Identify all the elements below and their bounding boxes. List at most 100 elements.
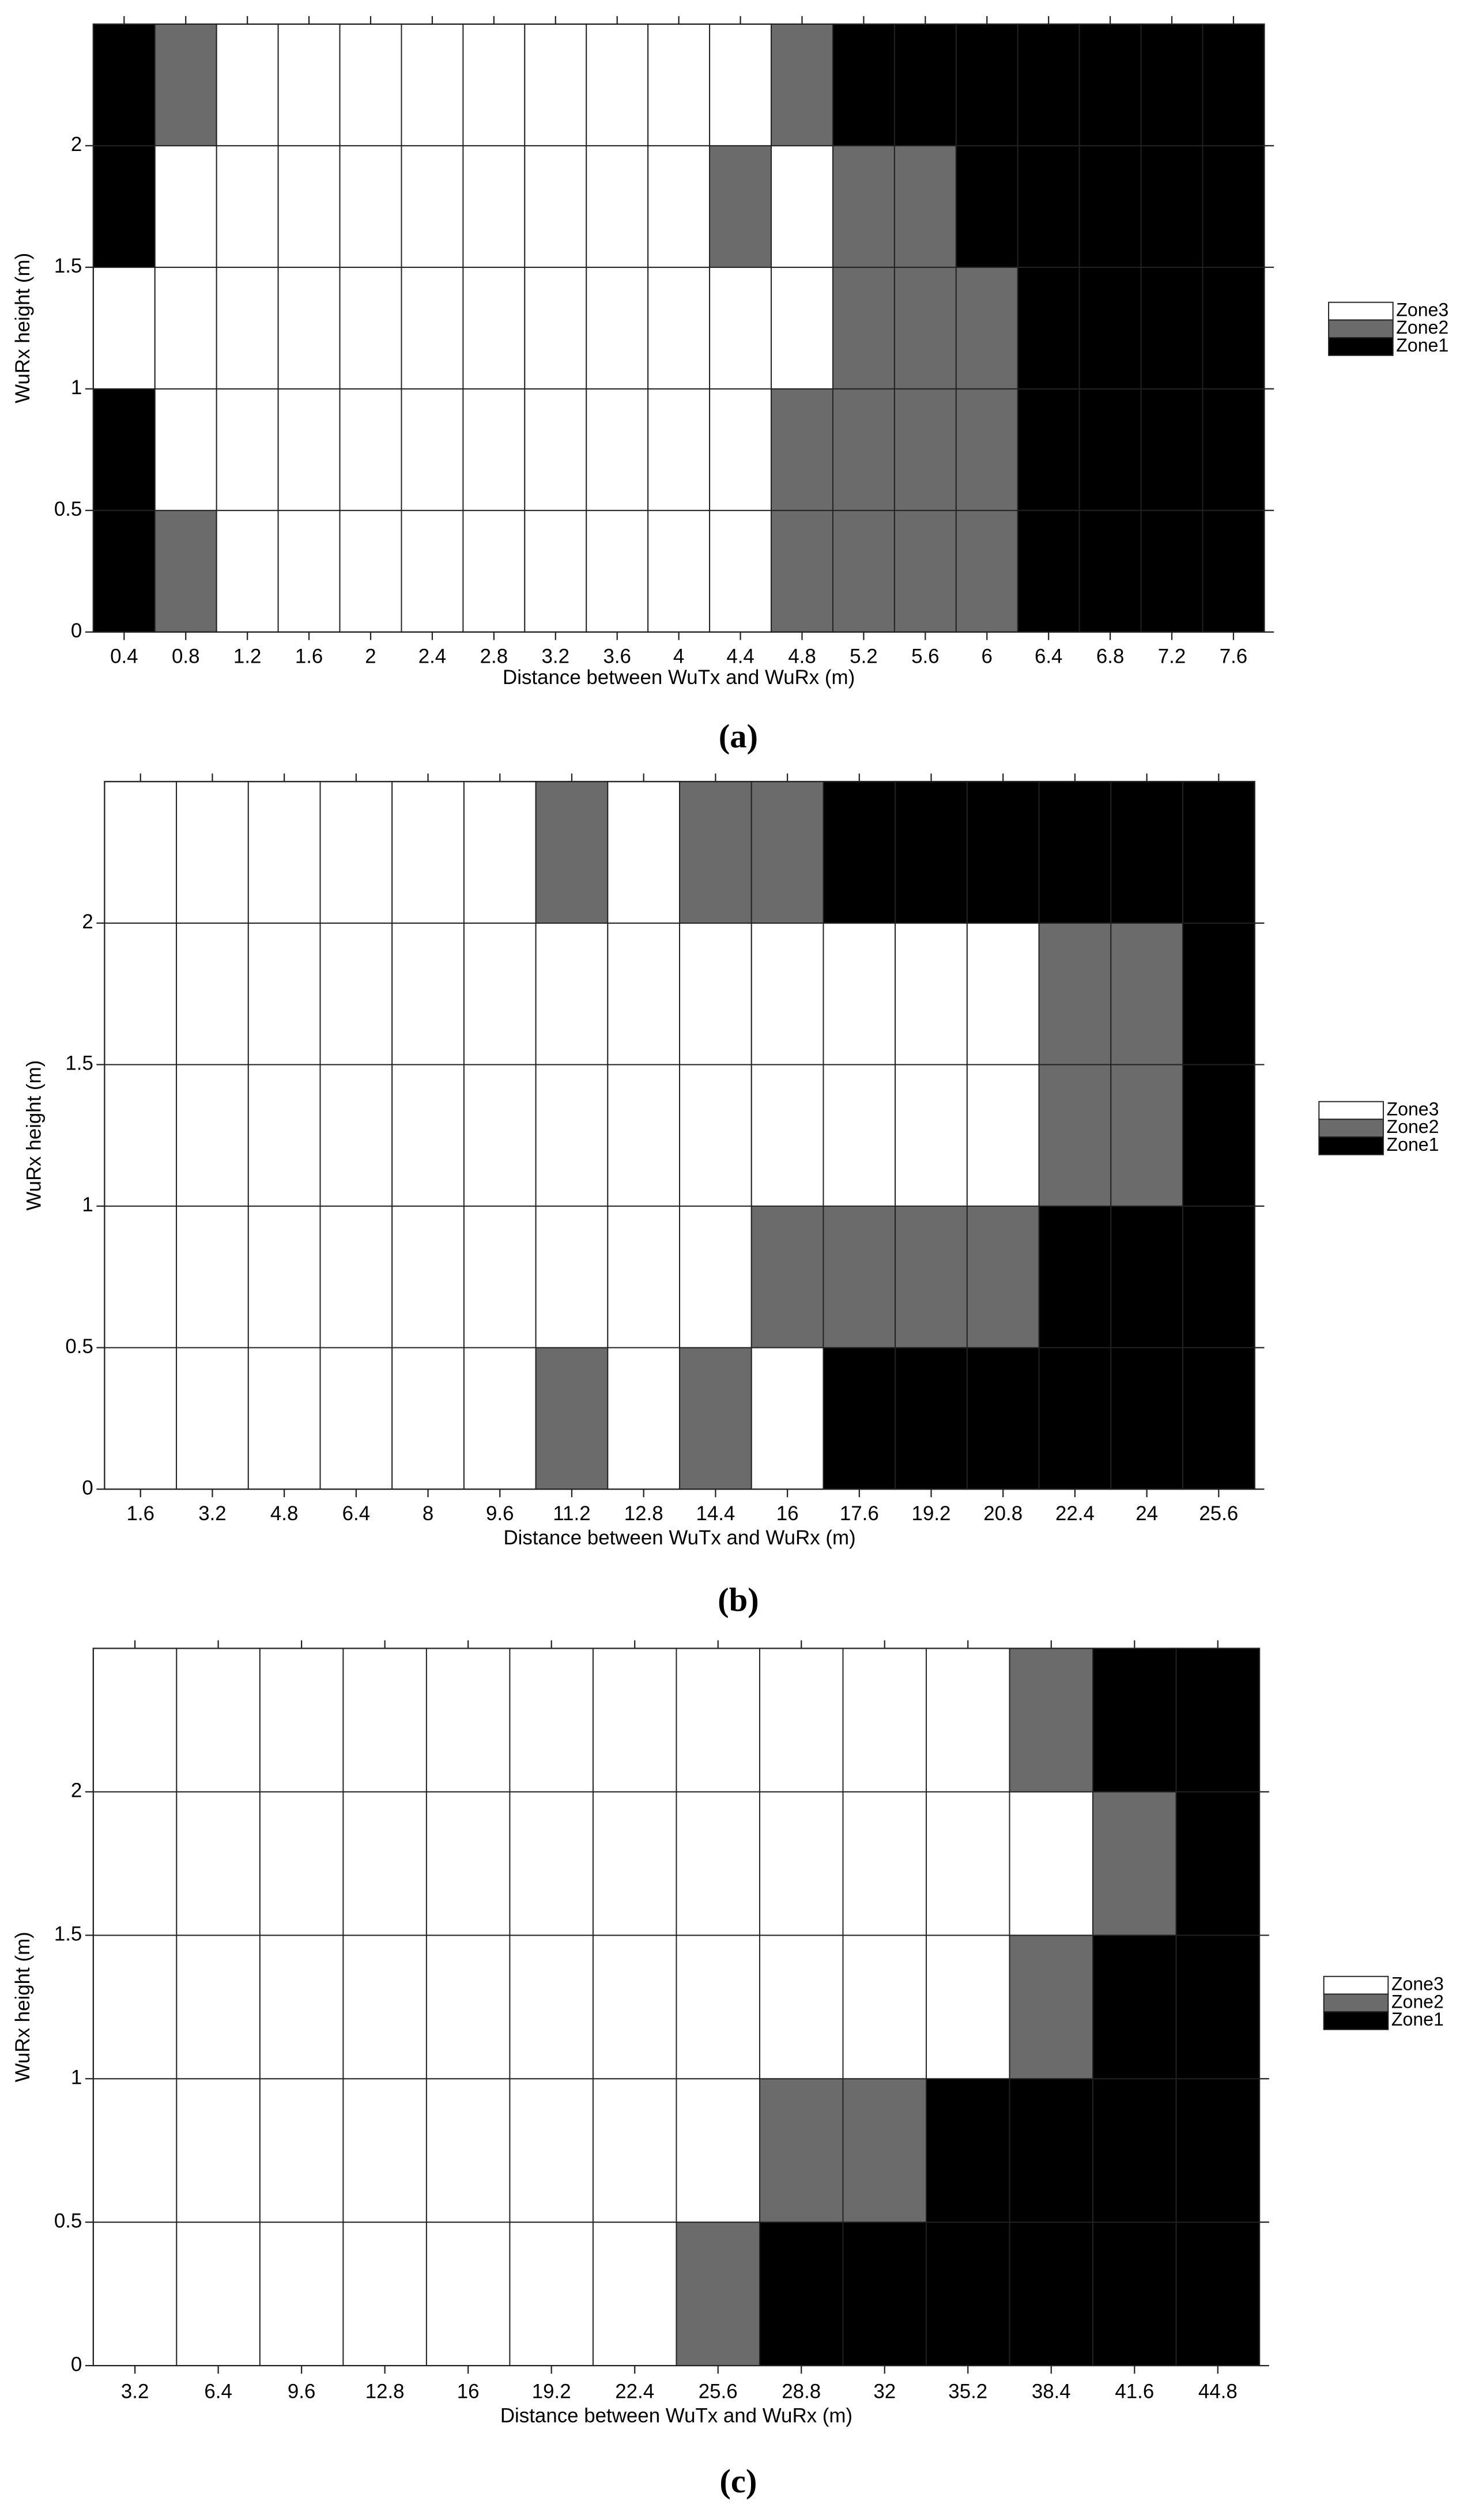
cell [216,388,279,511]
cell [401,145,464,268]
x-tick-label: 16 [457,2381,480,2403]
cell [535,1206,609,1348]
legend-swatch [1328,337,1394,356]
cell [966,1064,1040,1207]
cell [750,922,824,1066]
cell [759,1791,844,1936]
cell [342,2078,427,2223]
cell [676,2221,760,2367]
cell [342,2221,427,2367]
x-tick-label: 2.4 [418,645,446,668]
cell [524,266,587,390]
cell [342,1791,427,1936]
y-tick-label: 1 [71,2066,82,2088]
cell [176,2221,261,2367]
cell [509,2078,594,2223]
cell [176,1347,249,1490]
x-tick-label: 0.8 [172,645,199,668]
x-tick-label: 4.4 [726,645,754,668]
legend-label: Zone3 [1391,1974,1444,1994]
cell [176,781,249,924]
x-tick-label: 3.6 [603,645,631,668]
x-tick-label: 20.8 [983,1502,1023,1525]
cell [154,145,217,268]
cell [750,1347,824,1490]
y-axis-label: WuRx height (m) [12,253,34,403]
cell [1175,1935,1261,2080]
cell [647,509,711,633]
cell [759,2221,844,2367]
cell [592,2078,677,2223]
cell [1182,1347,1255,1490]
x-tick-label: 12.8 [624,1502,663,1525]
cell [391,1064,465,1207]
cell [1017,388,1080,511]
cell [1110,1064,1183,1207]
cell [401,23,464,146]
cell [1110,1347,1183,1490]
cell [1009,2078,1094,2223]
cell [709,509,772,633]
cell [607,922,681,1066]
caption: (c) [719,2462,757,2500]
y-tick-label: 1.5 [54,1923,82,1945]
cell [926,2078,1010,2223]
cell [92,266,156,390]
plot-frame [92,1648,1261,2367]
cell [771,145,833,268]
x-tick-label: 5.2 [850,645,877,668]
cell [771,266,833,390]
cell [524,509,587,633]
y-tick-label: 2 [71,133,82,156]
cell [1140,145,1204,268]
legend-swatch [1323,1993,1389,2013]
cell [647,388,711,511]
cell [1140,23,1204,146]
cell [709,266,772,390]
cell [259,2221,344,2367]
x-tick-label: 17.6 [840,1502,879,1525]
cell [647,145,711,268]
x-axis-label: Distance between WuTx and WuRx (m) [500,2405,852,2427]
cell [1140,266,1204,390]
cell [176,1064,249,1207]
x-tick-label: 1.2 [233,645,261,668]
x-tick-label: 8 [422,1502,433,1525]
cell [1009,1935,1094,2080]
cell [823,781,896,924]
x-tick-label: 4.8 [270,1502,298,1525]
x-tick-label: 25.6 [699,2381,738,2403]
x-tick-label: 25.6 [1199,1502,1238,1525]
cell [319,781,393,924]
y-tick-label: 0.5 [54,2209,82,2232]
y-tick-label: 0.5 [65,1335,93,1358]
legend-label: Zone1 [1396,335,1448,356]
legend-swatch [1323,2011,1389,2030]
legend-label: Zone2 [1391,1991,1444,2012]
cell [425,2221,511,2367]
cell [154,266,217,390]
cell [1017,509,1080,633]
cell [176,2078,261,2223]
cell [1017,23,1080,146]
cell [679,1064,752,1207]
cell [676,1791,760,1936]
legend-swatch [1328,319,1394,339]
cell [176,1648,261,1793]
x-tick-label: 11.2 [553,1502,590,1525]
caption: (b) [718,1581,759,1619]
x-tick-label: 1.6 [127,1502,154,1525]
x-tick-label: 22.4 [615,2381,654,2403]
cell [1202,388,1265,511]
x-tick-label: 19.2 [912,1502,951,1525]
x-tick-label: 44.8 [1198,2381,1238,2403]
cell [342,1935,427,2080]
cell [259,1648,344,1793]
cell [895,1064,968,1207]
y-tick-label: 0 [71,619,82,642]
legend-label: Zone1 [1391,2009,1444,2030]
x-tick-label: 6.8 [1096,645,1124,668]
cell [592,1935,677,2080]
cell [401,266,464,390]
